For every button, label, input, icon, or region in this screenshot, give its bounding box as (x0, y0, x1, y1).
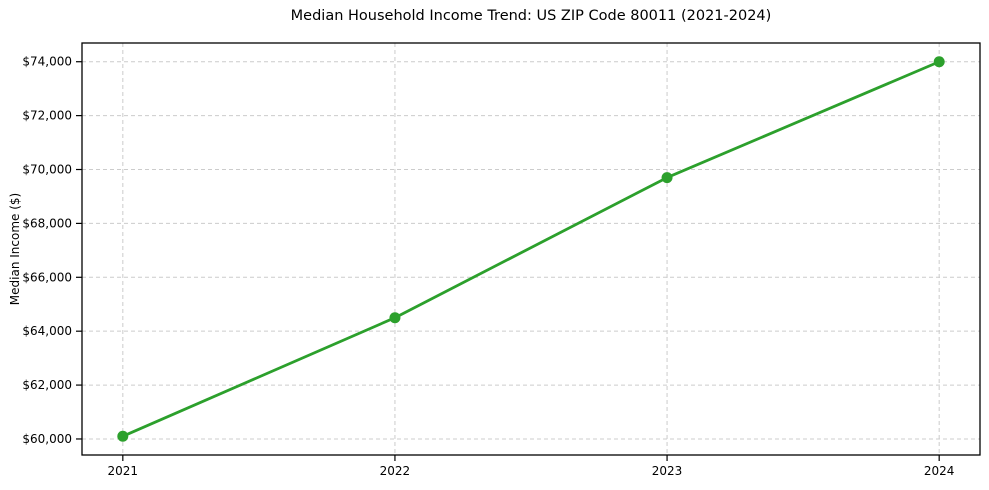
x-tick-label: 2023 (652, 464, 683, 478)
y-tick-label: $74,000 (22, 55, 72, 69)
y-tick-label: $64,000 (22, 324, 72, 338)
y-axis-label-text: Median Income ($) (8, 192, 22, 306)
data-point (661, 172, 673, 184)
x-tick-label: 2022 (380, 464, 411, 478)
y-tick-label: $70,000 (22, 163, 72, 177)
x-tick-label: 2021 (108, 464, 139, 478)
axis-spines (81, 42, 981, 456)
y-tick-label: $66,000 (22, 270, 72, 284)
chart-title: Median Household Income Trend: US ZIP Co… (290, 8, 772, 24)
y-tick-label: $60,000 (22, 432, 72, 446)
data-line (121, 60, 941, 438)
data-point (117, 430, 129, 442)
data-point (389, 312, 401, 324)
y-tick-label: $62,000 (22, 378, 72, 392)
data-point (933, 56, 945, 68)
y-tick-label: $72,000 (22, 109, 72, 123)
y-tick-label: $68,000 (22, 216, 72, 230)
x-tick-label: 2024 (924, 464, 955, 478)
